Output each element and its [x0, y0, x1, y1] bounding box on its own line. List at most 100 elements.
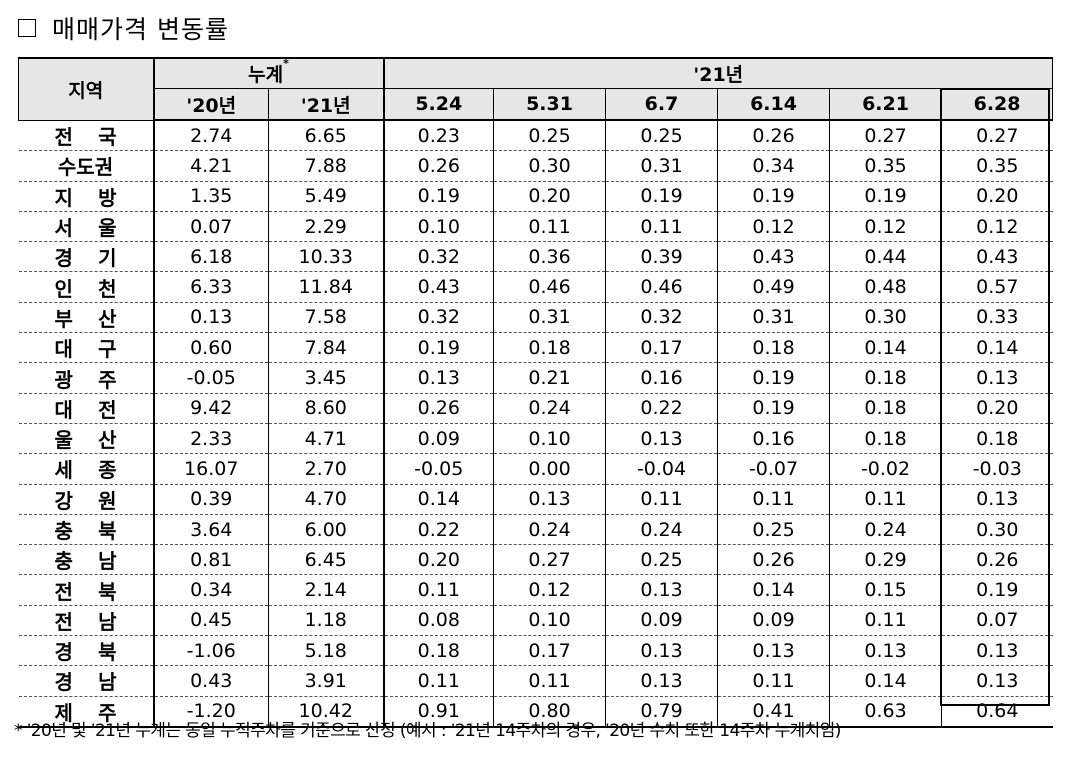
value-cell: 0.60	[153, 332, 269, 364]
value-cell: 9.42	[153, 393, 269, 424]
value-cell: 0.43	[717, 241, 831, 273]
value-cell: 0.11	[717, 484, 831, 515]
value-cell: 0.39	[605, 241, 719, 273]
value-cell: 0.36	[493, 241, 607, 273]
value-cell: 0.24	[605, 514, 719, 546]
region-char: 종	[98, 458, 117, 483]
footnote: * '20년 및 '21년 누계는 동일 누적주차를 기준으로 산정 (예시 :…	[14, 721, 841, 741]
value-cell: 0.35	[941, 150, 1053, 182]
value-cell: 0.43	[941, 241, 1053, 273]
value-cell: -0.05	[383, 453, 495, 485]
value-cell: 0.18	[941, 423, 1053, 455]
value-cell: 0.20	[493, 181, 607, 212]
value-cell: 0.12	[829, 211, 943, 243]
value-cell: -0.07	[717, 453, 831, 485]
value-cell: 0.12	[717, 211, 831, 243]
value-cell: 0.11	[383, 665, 495, 697]
value-cell: 0.26	[717, 544, 831, 576]
value-cell: 0.81	[153, 544, 269, 576]
region-char: 제	[54, 700, 73, 725]
value-cell: 0.07	[941, 605, 1053, 637]
value-cell: 0.13	[605, 423, 719, 455]
col-header: '20년	[153, 88, 269, 121]
value-cell: 0.30	[493, 150, 607, 182]
value-cell: 0.16	[717, 423, 831, 455]
value-cell: 0.26	[717, 120, 831, 152]
value-cell: 0.39	[153, 484, 269, 515]
value-cell: 0.13	[153, 302, 269, 334]
value-cell: 0.27	[941, 120, 1053, 152]
value-cell: 0.24	[493, 393, 607, 424]
value-cell: 0.48	[829, 271, 943, 303]
value-cell: 0.18	[717, 332, 831, 364]
year-group-header: '21년	[383, 57, 1054, 89]
table-row: 강 원 0.39 4.70 0.14 0.13 0.11 0.11 0.11 0.13	[18, 484, 1053, 515]
value-cell: 0.31	[605, 150, 719, 182]
value-cell: 0.35	[829, 150, 943, 182]
region-char: 광	[54, 367, 73, 392]
value-cell: 0.20	[383, 544, 495, 576]
value-cell: 0.22	[605, 393, 719, 424]
region-char: 인	[54, 276, 73, 301]
value-cell: 0.44	[829, 241, 943, 273]
value-cell: 0.11	[829, 484, 943, 515]
value-cell: 0.08	[383, 605, 495, 637]
value-cell: 4.70	[268, 484, 385, 515]
value-cell: 5.18	[268, 635, 385, 667]
value-cell: 3.64	[153, 514, 269, 546]
table-row: 울 산 2.33 4.71 0.09 0.10 0.13 0.16 0.18 0.18	[18, 423, 1053, 455]
region-char: 경	[54, 670, 73, 695]
value-cell: 0.13	[829, 635, 943, 667]
value-cell: 0.13	[941, 665, 1053, 697]
value-cell: 0.57	[941, 271, 1053, 303]
table-row: 대 구 0.60 7.84 0.19 0.18 0.17 0.18 0.14 0.14	[18, 332, 1053, 364]
value-cell: 7.58	[268, 302, 385, 334]
value-cell: 0.24	[829, 514, 943, 546]
value-cell: 0.26	[383, 393, 495, 424]
value-cell: 0.80	[493, 696, 607, 728]
region-char: 북	[98, 579, 117, 604]
value-cell: 6.18	[153, 241, 269, 273]
value-cell: 0.09	[383, 423, 495, 455]
value-cell: 4.21	[153, 150, 269, 182]
value-cell: 0.25	[605, 120, 719, 152]
value-cell: 0.31	[493, 302, 607, 334]
value-cell: 0.10	[383, 211, 495, 243]
region-char: 경	[54, 640, 73, 665]
value-cell: 0.20	[941, 181, 1053, 212]
col-header: 5.31	[493, 88, 607, 121]
value-cell: 0.46	[493, 271, 607, 303]
value-cell: 0.18	[829, 362, 943, 394]
region-char: 지	[54, 185, 73, 210]
value-cell: 6.33	[153, 271, 269, 303]
region-header: 지역	[18, 57, 155, 121]
value-cell: 0.11	[717, 665, 831, 697]
table-row: 세 종 16.07 2.70 -0.05 0.00 -0.04 -0.07 -0.02 -0.03	[18, 453, 1053, 485]
region-char: 전	[98, 397, 117, 422]
region-char: 전	[54, 124, 73, 149]
cumulative-label: 누계	[248, 64, 284, 86]
value-cell: 0.22	[383, 514, 495, 546]
cumulative-header: 누계*	[152, 57, 385, 89]
value-cell: 10.42	[268, 696, 385, 728]
value-cell: 0.18	[493, 332, 607, 364]
value-cell: 0.41	[717, 696, 831, 728]
value-cell: 0.18	[383, 635, 495, 667]
value-cell: 0.14	[717, 574, 831, 606]
region-char: 북	[98, 519, 117, 543]
value-cell: 0.13	[493, 484, 607, 515]
value-cell: 8.60	[268, 393, 385, 424]
value-cell: 0.19	[717, 362, 831, 394]
value-cell: 0.13	[605, 574, 719, 606]
value-cell: 2.74	[153, 120, 269, 152]
value-cell: 2.70	[268, 453, 385, 485]
col-header: 6.28	[941, 88, 1054, 121]
region-char: 북	[98, 640, 117, 665]
value-cell: 0.23	[383, 120, 495, 152]
